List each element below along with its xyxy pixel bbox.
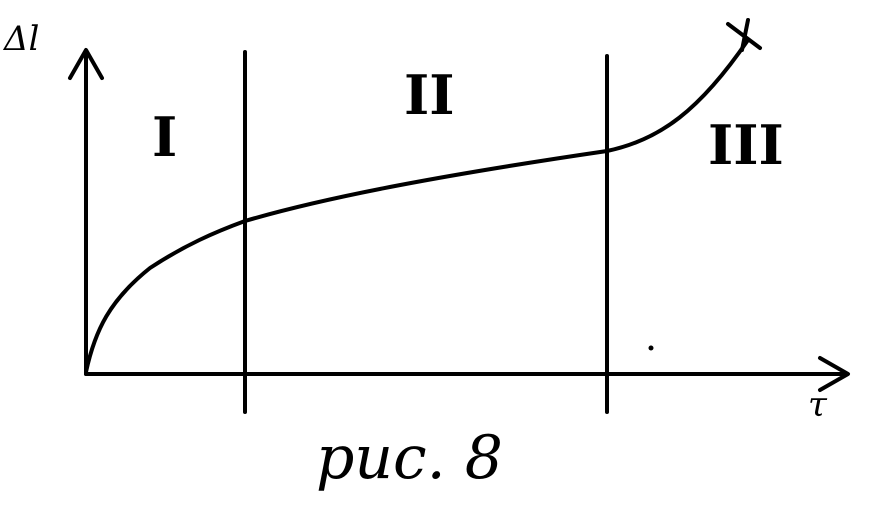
x-axis [84, 356, 850, 392]
x-axis-label: τ [808, 385, 828, 425]
zone-label-1: I [152, 105, 177, 169]
y-axis-arrowhead [68, 48, 104, 80]
stray-dot [648, 345, 654, 351]
creep-curve [84, 38, 750, 374]
zone-label-3: III [708, 113, 784, 177]
y-axis-label: Δl [2, 19, 39, 59]
figure-caption: рис. 8 [316, 423, 503, 493]
x-axis-arrowhead [818, 356, 850, 392]
zone-label-2: II [404, 63, 455, 127]
y-axis [68, 48, 104, 376]
fracture-marker-icon [726, 18, 762, 52]
